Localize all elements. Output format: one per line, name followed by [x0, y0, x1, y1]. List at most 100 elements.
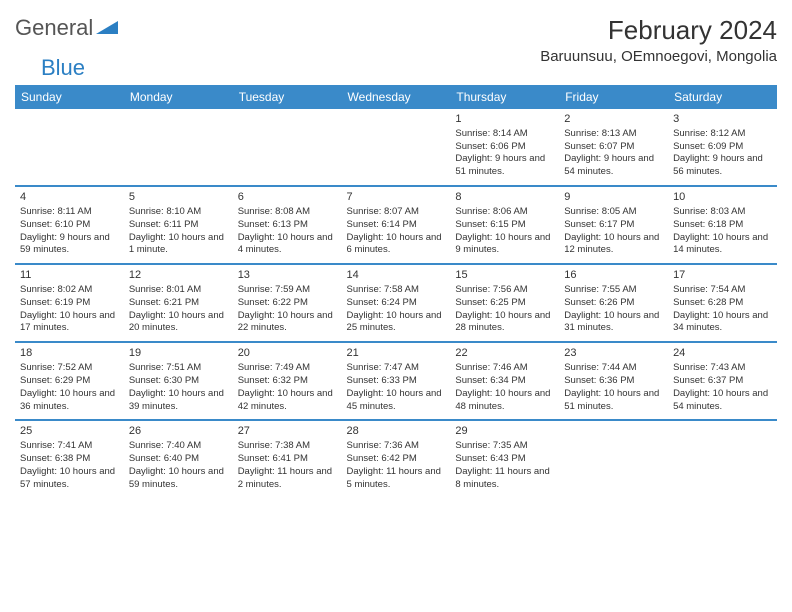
- day-header: Sunday: [15, 85, 124, 109]
- day-header: Wednesday: [342, 85, 451, 109]
- calendar-day-cell: 13Sunrise: 7:59 AMSunset: 6:22 PMDayligh…: [233, 264, 342, 342]
- day-number: 21: [347, 346, 446, 361]
- day-number: 3: [673, 112, 772, 127]
- day-number: 15: [455, 268, 554, 283]
- logo-text-1: General: [15, 15, 93, 41]
- day-info: Sunrise: 8:10 AMSunset: 6:11 PMDaylight:…: [129, 206, 228, 257]
- day-number: 14: [347, 268, 446, 283]
- day-info: Sunrise: 8:07 AMSunset: 6:14 PMDaylight:…: [347, 206, 446, 257]
- day-number: 10: [673, 190, 772, 205]
- day-number: 19: [129, 346, 228, 361]
- day-number: 27: [238, 424, 337, 439]
- day-number: 4: [20, 190, 119, 205]
- calendar-day-cell: 28Sunrise: 7:36 AMSunset: 6:42 PMDayligh…: [342, 420, 451, 497]
- day-info: Sunrise: 7:55 AMSunset: 6:26 PMDaylight:…: [564, 284, 663, 335]
- calendar-week-row: 11Sunrise: 8:02 AMSunset: 6:19 PMDayligh…: [15, 264, 777, 342]
- calendar-empty-cell: [559, 420, 668, 497]
- calendar-day-cell: 25Sunrise: 7:41 AMSunset: 6:38 PMDayligh…: [15, 420, 124, 497]
- calendar-empty-cell: [342, 109, 451, 186]
- calendar-body: 1Sunrise: 8:14 AMSunset: 6:06 PMDaylight…: [15, 109, 777, 497]
- calendar-day-cell: 19Sunrise: 7:51 AMSunset: 6:30 PMDayligh…: [124, 342, 233, 420]
- calendar-day-cell: 7Sunrise: 8:07 AMSunset: 6:14 PMDaylight…: [342, 186, 451, 264]
- day-info: Sunrise: 8:08 AMSunset: 6:13 PMDaylight:…: [238, 206, 337, 257]
- day-number: 17: [673, 268, 772, 283]
- calendar-day-cell: 5Sunrise: 8:10 AMSunset: 6:11 PMDaylight…: [124, 186, 233, 264]
- calendar-day-cell: 18Sunrise: 7:52 AMSunset: 6:29 PMDayligh…: [15, 342, 124, 420]
- calendar-week-row: 4Sunrise: 8:11 AMSunset: 6:10 PMDaylight…: [15, 186, 777, 264]
- day-info: Sunrise: 8:02 AMSunset: 6:19 PMDaylight:…: [20, 284, 119, 335]
- day-info: Sunrise: 7:46 AMSunset: 6:34 PMDaylight:…: [455, 362, 554, 413]
- calendar-table: SundayMondayTuesdayWednesdayThursdayFrid…: [15, 85, 777, 497]
- day-number: 11: [20, 268, 119, 283]
- day-number: 13: [238, 268, 337, 283]
- day-info: Sunrise: 7:49 AMSunset: 6:32 PMDaylight:…: [238, 362, 337, 413]
- day-info: Sunrise: 7:38 AMSunset: 6:41 PMDaylight:…: [238, 440, 337, 491]
- day-info: Sunrise: 7:52 AMSunset: 6:29 PMDaylight:…: [20, 362, 119, 413]
- day-info: Sunrise: 8:05 AMSunset: 6:17 PMDaylight:…: [564, 206, 663, 257]
- day-number: 22: [455, 346, 554, 361]
- calendar-day-cell: 8Sunrise: 8:06 AMSunset: 6:15 PMDaylight…: [450, 186, 559, 264]
- day-number: 8: [455, 190, 554, 205]
- day-info: Sunrise: 8:13 AMSunset: 6:07 PMDaylight:…: [564, 128, 663, 179]
- calendar-day-cell: 27Sunrise: 7:38 AMSunset: 6:41 PMDayligh…: [233, 420, 342, 497]
- day-info: Sunrise: 7:59 AMSunset: 6:22 PMDaylight:…: [238, 284, 337, 335]
- day-info: Sunrise: 8:11 AMSunset: 6:10 PMDaylight:…: [20, 206, 119, 257]
- calendar-day-cell: 1Sunrise: 8:14 AMSunset: 6:06 PMDaylight…: [450, 109, 559, 186]
- day-number: 7: [347, 190, 446, 205]
- logo-sub: Blue: [15, 55, 777, 81]
- day-info: Sunrise: 8:01 AMSunset: 6:21 PMDaylight:…: [129, 284, 228, 335]
- calendar-empty-cell: [668, 420, 777, 497]
- day-info: Sunrise: 7:58 AMSunset: 6:24 PMDaylight:…: [347, 284, 446, 335]
- logo-triangle-icon: [96, 18, 118, 39]
- calendar-day-cell: 4Sunrise: 8:11 AMSunset: 6:10 PMDaylight…: [15, 186, 124, 264]
- day-number: 9: [564, 190, 663, 205]
- calendar-day-cell: 11Sunrise: 8:02 AMSunset: 6:19 PMDayligh…: [15, 264, 124, 342]
- day-info: Sunrise: 7:36 AMSunset: 6:42 PMDaylight:…: [347, 440, 446, 491]
- calendar-day-cell: 6Sunrise: 8:08 AMSunset: 6:13 PMDaylight…: [233, 186, 342, 264]
- calendar-day-cell: 21Sunrise: 7:47 AMSunset: 6:33 PMDayligh…: [342, 342, 451, 420]
- day-info: Sunrise: 7:41 AMSunset: 6:38 PMDaylight:…: [20, 440, 119, 491]
- day-number: 28: [347, 424, 446, 439]
- calendar-day-cell: 16Sunrise: 7:55 AMSunset: 6:26 PMDayligh…: [559, 264, 668, 342]
- day-number: 23: [564, 346, 663, 361]
- calendar-day-cell: 17Sunrise: 7:54 AMSunset: 6:28 PMDayligh…: [668, 264, 777, 342]
- calendar-week-row: 25Sunrise: 7:41 AMSunset: 6:38 PMDayligh…: [15, 420, 777, 497]
- day-info: Sunrise: 7:54 AMSunset: 6:28 PMDaylight:…: [673, 284, 772, 335]
- day-info: Sunrise: 7:43 AMSunset: 6:37 PMDaylight:…: [673, 362, 772, 413]
- calendar-day-cell: 12Sunrise: 8:01 AMSunset: 6:21 PMDayligh…: [124, 264, 233, 342]
- calendar-day-cell: 23Sunrise: 7:44 AMSunset: 6:36 PMDayligh…: [559, 342, 668, 420]
- calendar-header-row: SundayMondayTuesdayWednesdayThursdayFrid…: [15, 85, 777, 109]
- day-number: 12: [129, 268, 228, 283]
- calendar-day-cell: 9Sunrise: 8:05 AMSunset: 6:17 PMDaylight…: [559, 186, 668, 264]
- calendar-day-cell: 15Sunrise: 7:56 AMSunset: 6:25 PMDayligh…: [450, 264, 559, 342]
- day-header: Tuesday: [233, 85, 342, 109]
- calendar-day-cell: 3Sunrise: 8:12 AMSunset: 6:09 PMDaylight…: [668, 109, 777, 186]
- day-number: 25: [20, 424, 119, 439]
- day-number: 2: [564, 112, 663, 127]
- day-number: 5: [129, 190, 228, 205]
- day-number: 1: [455, 112, 554, 127]
- day-number: 16: [564, 268, 663, 283]
- calendar-day-cell: 10Sunrise: 8:03 AMSunset: 6:18 PMDayligh…: [668, 186, 777, 264]
- day-info: Sunrise: 7:56 AMSunset: 6:25 PMDaylight:…: [455, 284, 554, 335]
- calendar-day-cell: 2Sunrise: 8:13 AMSunset: 6:07 PMDaylight…: [559, 109, 668, 186]
- calendar-empty-cell: [124, 109, 233, 186]
- calendar-day-cell: 22Sunrise: 7:46 AMSunset: 6:34 PMDayligh…: [450, 342, 559, 420]
- day-info: Sunrise: 7:47 AMSunset: 6:33 PMDaylight:…: [347, 362, 446, 413]
- calendar-day-cell: 24Sunrise: 7:43 AMSunset: 6:37 PMDayligh…: [668, 342, 777, 420]
- day-info: Sunrise: 7:44 AMSunset: 6:36 PMDaylight:…: [564, 362, 663, 413]
- day-number: 29: [455, 424, 554, 439]
- day-number: 20: [238, 346, 337, 361]
- calendar-day-cell: 29Sunrise: 7:35 AMSunset: 6:43 PMDayligh…: [450, 420, 559, 497]
- calendar-day-cell: 20Sunrise: 7:49 AMSunset: 6:32 PMDayligh…: [233, 342, 342, 420]
- day-info: Sunrise: 8:06 AMSunset: 6:15 PMDaylight:…: [455, 206, 554, 257]
- day-info: Sunrise: 8:12 AMSunset: 6:09 PMDaylight:…: [673, 128, 772, 179]
- logo: General: [15, 15, 121, 41]
- day-info: Sunrise: 8:03 AMSunset: 6:18 PMDaylight:…: [673, 206, 772, 257]
- month-title: February 2024: [540, 15, 777, 46]
- day-number: 18: [20, 346, 119, 361]
- calendar-week-row: 1Sunrise: 8:14 AMSunset: 6:06 PMDaylight…: [15, 109, 777, 186]
- calendar-empty-cell: [15, 109, 124, 186]
- day-number: 24: [673, 346, 772, 361]
- calendar-day-cell: 26Sunrise: 7:40 AMSunset: 6:40 PMDayligh…: [124, 420, 233, 497]
